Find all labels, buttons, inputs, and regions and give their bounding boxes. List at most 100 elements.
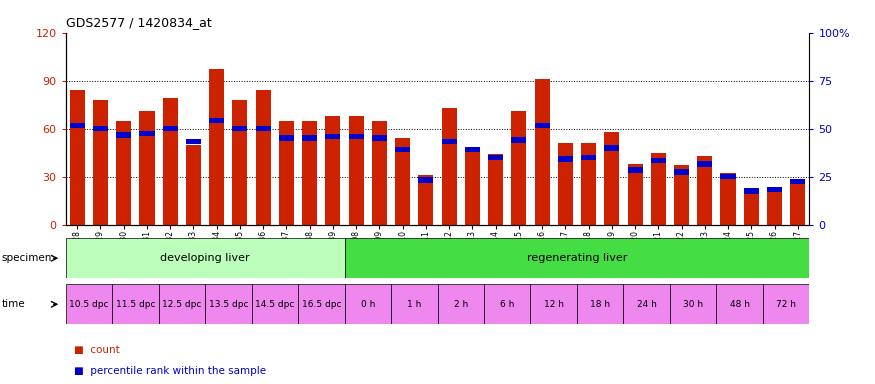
Bar xyxy=(302,136,318,141)
Bar xyxy=(302,121,318,225)
Bar xyxy=(116,121,131,225)
Text: 14.5 dpc: 14.5 dpc xyxy=(255,300,295,309)
Bar xyxy=(605,132,620,225)
Bar xyxy=(697,156,712,225)
Bar xyxy=(674,169,690,175)
Bar xyxy=(345,238,809,278)
Bar xyxy=(442,139,457,144)
Bar xyxy=(581,155,596,160)
Bar xyxy=(209,118,224,123)
Bar xyxy=(279,136,294,141)
Text: 13.5 dpc: 13.5 dpc xyxy=(208,300,248,309)
Bar xyxy=(623,284,670,324)
Bar xyxy=(670,284,717,324)
Bar xyxy=(488,155,503,160)
Bar xyxy=(511,137,527,142)
Bar xyxy=(255,90,270,225)
Text: 16.5 dpc: 16.5 dpc xyxy=(302,300,341,309)
Bar xyxy=(581,143,596,225)
Bar xyxy=(484,284,530,324)
Bar xyxy=(66,284,112,324)
Bar xyxy=(348,116,364,225)
Bar xyxy=(488,154,503,225)
Bar xyxy=(326,134,340,139)
Bar xyxy=(345,284,391,324)
Text: 12.5 dpc: 12.5 dpc xyxy=(162,300,201,309)
Bar xyxy=(139,111,155,225)
Bar xyxy=(674,166,690,225)
Bar xyxy=(233,100,248,225)
Bar xyxy=(93,100,108,225)
Text: GDS2577 / 1420834_at: GDS2577 / 1420834_at xyxy=(66,16,212,29)
Bar xyxy=(186,139,201,144)
Bar xyxy=(557,156,573,162)
Bar xyxy=(93,126,108,131)
Bar xyxy=(605,145,620,151)
Text: ■  percentile rank within the sample: ■ percentile rank within the sample xyxy=(74,366,267,376)
Bar xyxy=(66,238,345,278)
Bar xyxy=(744,191,759,225)
Text: 6 h: 6 h xyxy=(500,300,514,309)
Bar xyxy=(326,116,340,225)
Bar xyxy=(530,284,577,324)
Text: 48 h: 48 h xyxy=(730,300,750,309)
Text: 30 h: 30 h xyxy=(683,300,704,309)
Bar xyxy=(396,147,410,152)
Bar xyxy=(70,90,85,225)
Bar xyxy=(233,126,248,131)
Text: developing liver: developing liver xyxy=(160,253,250,263)
Bar xyxy=(116,132,131,138)
Bar xyxy=(163,98,178,225)
Bar xyxy=(158,284,205,324)
Bar xyxy=(744,188,759,194)
Text: 1 h: 1 h xyxy=(407,300,422,309)
Bar xyxy=(252,284,298,324)
Bar xyxy=(767,189,782,225)
Bar xyxy=(790,179,805,184)
Bar xyxy=(577,284,623,324)
Bar xyxy=(511,111,527,225)
Text: 72 h: 72 h xyxy=(776,300,796,309)
Bar xyxy=(790,180,805,225)
Bar xyxy=(418,175,433,225)
Bar xyxy=(391,284,438,324)
Bar xyxy=(372,136,387,141)
Bar xyxy=(763,284,809,324)
Bar xyxy=(255,126,270,131)
Bar xyxy=(557,143,573,225)
Bar xyxy=(396,138,410,225)
Bar xyxy=(535,122,550,128)
Bar xyxy=(186,145,201,225)
Text: 18 h: 18 h xyxy=(590,300,610,309)
Text: 11.5 dpc: 11.5 dpc xyxy=(116,300,155,309)
Bar xyxy=(651,153,666,225)
Text: 10.5 dpc: 10.5 dpc xyxy=(69,300,108,309)
Bar xyxy=(209,70,224,225)
Bar xyxy=(627,164,642,225)
Text: 12 h: 12 h xyxy=(543,300,564,309)
Text: ■  count: ■ count xyxy=(74,345,120,355)
Bar xyxy=(205,284,252,324)
Bar xyxy=(767,187,782,192)
Bar xyxy=(279,121,294,225)
Text: time: time xyxy=(2,299,25,310)
Bar xyxy=(720,174,736,179)
Text: 2 h: 2 h xyxy=(453,300,468,309)
Bar xyxy=(438,284,484,324)
Text: 0 h: 0 h xyxy=(360,300,375,309)
Bar xyxy=(70,122,85,128)
Bar xyxy=(348,134,364,139)
Text: specimen: specimen xyxy=(2,253,52,263)
Bar xyxy=(418,177,433,183)
Bar xyxy=(465,147,480,152)
Bar xyxy=(442,108,457,225)
Bar xyxy=(372,121,387,225)
Bar xyxy=(535,79,550,225)
Bar xyxy=(720,174,736,225)
Bar xyxy=(465,149,480,225)
Bar xyxy=(651,158,666,164)
Bar xyxy=(697,161,712,167)
Bar xyxy=(298,284,345,324)
Text: 24 h: 24 h xyxy=(637,300,656,309)
Bar xyxy=(163,126,178,131)
